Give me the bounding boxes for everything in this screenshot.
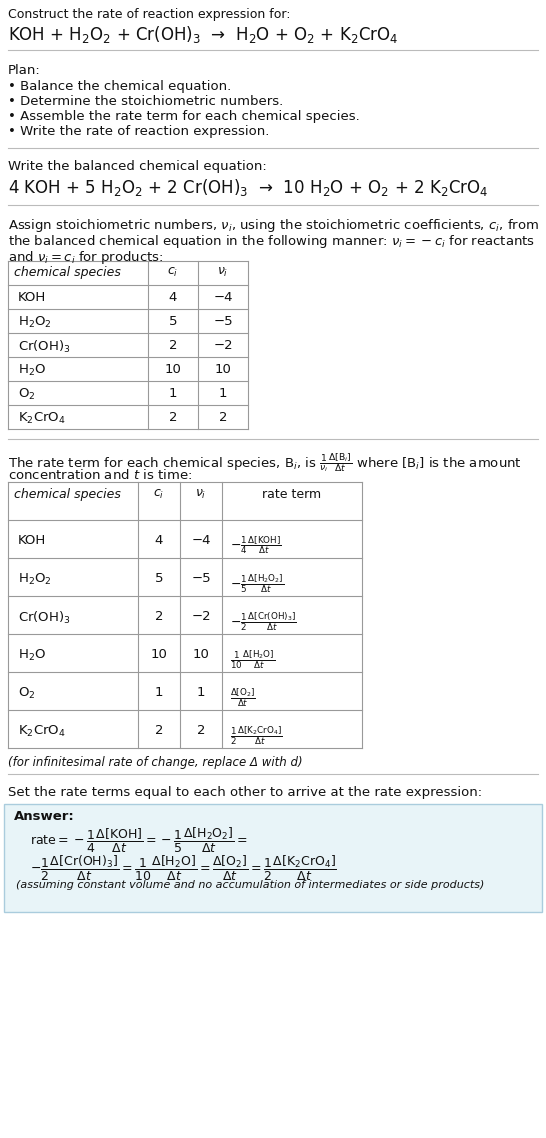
Text: H$_2$O$_2$: H$_2$O$_2$ [18,315,52,330]
Text: K$_2$CrO$_4$: K$_2$CrO$_4$ [18,411,66,426]
Text: 4: 4 [169,291,177,304]
Text: $c_i$: $c_i$ [168,266,179,279]
Text: $\frac{1}{10}\frac{\Delta[\mathrm{H_2O}]}{\Delta t}$: $\frac{1}{10}\frac{\Delta[\mathrm{H_2O}]… [230,648,275,670]
Text: 1: 1 [219,387,227,399]
Text: 2: 2 [155,724,163,737]
Text: −2: −2 [213,339,233,352]
Text: The rate term for each chemical species, B$_i$, is $\frac{1}{\nu_i}\frac{\Delta[: The rate term for each chemical species,… [8,451,522,473]
Text: • Determine the stoichiometric numbers.: • Determine the stoichiometric numbers. [8,94,283,108]
Text: 2: 2 [155,610,163,622]
Text: rate term: rate term [263,488,322,501]
Text: H$_2$O: H$_2$O [18,648,46,663]
Text: Answer:: Answer: [14,810,75,823]
Text: Cr(OH)$_3$: Cr(OH)$_3$ [18,610,70,626]
Text: $-\frac{1}{2}\frac{\Delta[\mathrm{Cr(OH)_3}]}{\Delta t}$: $-\frac{1}{2}\frac{\Delta[\mathrm{Cr(OH)… [230,610,296,633]
Text: 10: 10 [215,363,232,376]
Text: 10: 10 [151,648,168,661]
Text: Cr(OH)$_3$: Cr(OH)$_3$ [18,339,70,355]
Text: 2: 2 [169,339,177,352]
Text: chemical species: chemical species [14,266,121,279]
Text: 4: 4 [155,534,163,547]
Text: concentration and $t$ is time:: concentration and $t$ is time: [8,468,192,483]
Text: the balanced chemical equation in the following manner: $\nu_i = -c_i$ for react: the balanced chemical equation in the fo… [8,233,535,250]
Text: 1: 1 [155,686,163,699]
Text: 2: 2 [169,411,177,424]
Text: (assuming constant volume and no accumulation of intermediates or side products): (assuming constant volume and no accumul… [16,880,484,890]
Text: • Write the rate of reaction expression.: • Write the rate of reaction expression. [8,125,269,138]
Text: O$_2$: O$_2$ [18,686,35,701]
Text: 5: 5 [155,572,163,585]
Text: 10: 10 [164,363,181,376]
Text: Write the balanced chemical equation:: Write the balanced chemical equation: [8,160,267,173]
Text: −4: −4 [191,534,211,547]
Text: and $\nu_i = c_i$ for products:: and $\nu_i = c_i$ for products: [8,249,164,266]
Text: $\mathrm{rate} = -\dfrac{1}{4}\dfrac{\Delta[\mathrm{KOH}]}{\Delta t} = -\dfrac{1: $\mathrm{rate} = -\dfrac{1}{4}\dfrac{\De… [30,826,248,855]
Text: • Assemble the rate term for each chemical species.: • Assemble the rate term for each chemic… [8,110,360,123]
FancyBboxPatch shape [4,805,542,912]
Text: 2: 2 [197,724,205,737]
Text: 1: 1 [197,686,205,699]
Text: −2: −2 [191,610,211,622]
Text: $c_i$: $c_i$ [153,488,165,501]
Text: KOH: KOH [18,534,46,547]
Text: • Balance the chemical equation.: • Balance the chemical equation. [8,80,232,93]
Text: Construct the rate of reaction expression for:: Construct the rate of reaction expressio… [8,8,290,20]
Text: KOH: KOH [18,291,46,304]
Text: (for infinitesimal rate of change, replace Δ with d): (for infinitesimal rate of change, repla… [8,756,302,769]
Text: 5: 5 [169,315,177,328]
Text: −5: −5 [213,315,233,328]
Text: −4: −4 [213,291,233,304]
Text: Plan:: Plan: [8,64,41,77]
Text: H$_2$O: H$_2$O [18,363,46,378]
Text: −5: −5 [191,572,211,585]
Text: 10: 10 [193,648,210,661]
Text: 4 KOH + 5 H$_2$O$_2$ + 2 Cr(OH)$_3$  →  10 H$_2$O + O$_2$ + 2 K$_2$CrO$_4$: 4 KOH + 5 H$_2$O$_2$ + 2 Cr(OH)$_3$ → 10… [8,178,489,198]
Text: chemical species: chemical species [14,488,121,501]
Text: H$_2$O$_2$: H$_2$O$_2$ [18,572,52,587]
Text: Assign stoichiometric numbers, $\nu_i$, using the stoichiometric coefficients, $: Assign stoichiometric numbers, $\nu_i$, … [8,217,539,234]
Text: $\frac{\Delta[\mathrm{O_2}]}{\Delta t}$: $\frac{\Delta[\mathrm{O_2}]}{\Delta t}$ [230,686,256,709]
Text: $-\frac{1}{5}\frac{\Delta[\mathrm{H_2O_2}]}{\Delta t}$: $-\frac{1}{5}\frac{\Delta[\mathrm{H_2O_2… [230,572,284,595]
Text: $\nu_i$: $\nu_i$ [217,266,229,279]
Text: 1: 1 [169,387,177,399]
Text: KOH + H$_2$O$_2$ + Cr(OH)$_3$  →  H$_2$O + O$_2$ + K$_2$CrO$_4$: KOH + H$_2$O$_2$ + Cr(OH)$_3$ → H$_2$O +… [8,24,399,46]
Text: 2: 2 [219,411,227,424]
Text: $\nu_i$: $\nu_i$ [195,488,207,501]
Text: $-\frac{1}{4}\frac{\Delta[\mathrm{KOH}]}{\Delta t}$: $-\frac{1}{4}\frac{\Delta[\mathrm{KOH}]}… [230,534,282,555]
Text: $\frac{1}{2}\frac{\Delta[\mathrm{K_2CrO_4}]}{\Delta t}$: $\frac{1}{2}\frac{\Delta[\mathrm{K_2CrO_… [230,724,283,747]
Text: $-\dfrac{1}{2}\dfrac{\Delta[\mathrm{Cr(OH)_3}]}{\Delta t} = \dfrac{1}{10}\dfrac{: $-\dfrac{1}{2}\dfrac{\Delta[\mathrm{Cr(O… [30,854,337,883]
Text: K$_2$CrO$_4$: K$_2$CrO$_4$ [18,724,66,739]
Text: Set the rate terms equal to each other to arrive at the rate expression:: Set the rate terms equal to each other t… [8,786,482,799]
Text: O$_2$: O$_2$ [18,387,35,402]
